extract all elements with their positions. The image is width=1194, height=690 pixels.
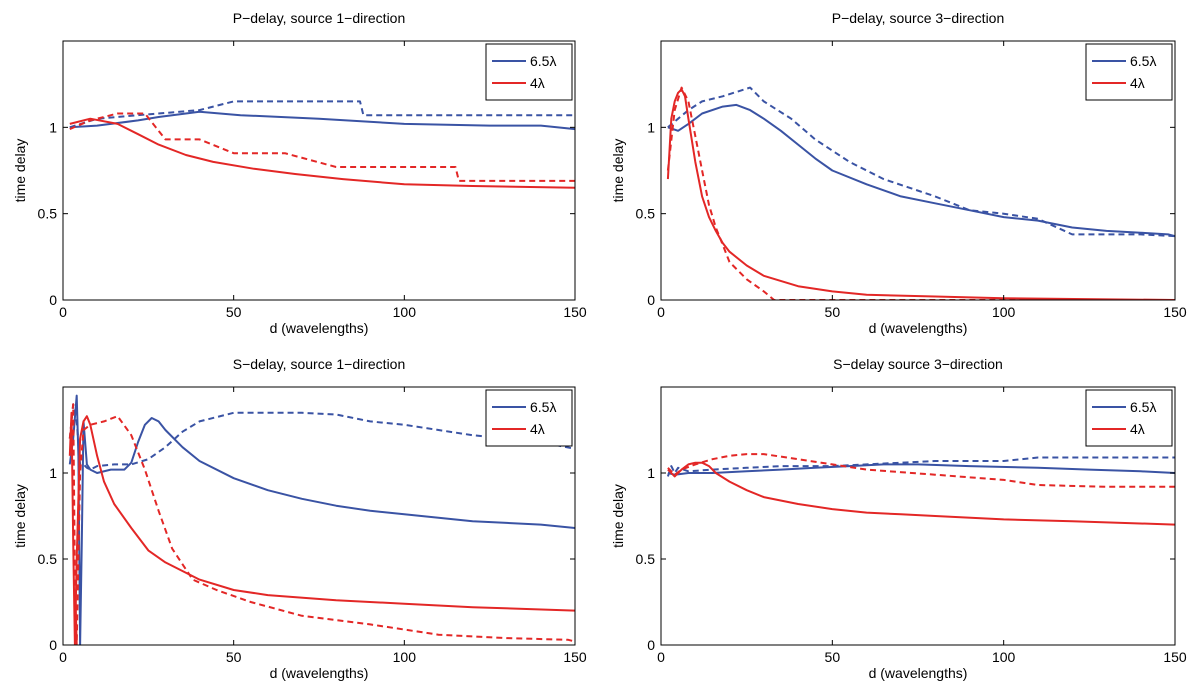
legend-box <box>485 43 573 101</box>
y-axis-label: time delay <box>12 484 28 548</box>
chart-title: P−delay, source 1−direction <box>233 10 406 26</box>
series-group <box>68 394 575 645</box>
x-axis-label: d (wavelengths) <box>869 320 968 336</box>
series-line-dashed-red <box>69 112 575 182</box>
x-axis-label: d (wavelengths) <box>270 665 369 681</box>
x-tick-label: 0 <box>657 649 665 665</box>
series-line-dashed-blue <box>666 456 1175 477</box>
series-line-dashed-red <box>666 86 1175 300</box>
series-line-solid-blue <box>667 463 1175 476</box>
axes-frame <box>660 40 1176 301</box>
y-tick-label: 0 <box>647 292 655 308</box>
series-line-solid-blue <box>68 394 575 645</box>
legend-label: 4λ <box>530 421 545 437</box>
y-tick-label: 0.5 <box>38 551 58 567</box>
series-group <box>666 453 1175 526</box>
x-tick-label: 150 <box>563 649 587 665</box>
series-group <box>666 86 1175 300</box>
chart-title: P−delay, source 3−direction <box>832 10 1005 26</box>
series-line-solid-red <box>666 88 1175 300</box>
x-tick-label: 150 <box>1163 649 1187 665</box>
y-tick-label: 0.5 <box>636 206 656 222</box>
y-tick-label: 1 <box>49 119 57 135</box>
series-line-solid-blue <box>69 110 575 131</box>
x-axis-label: d (wavelengths) <box>270 320 369 336</box>
y-tick-label: 0 <box>49 637 57 653</box>
legend: 6.5λ 4λ <box>1085 43 1173 101</box>
series-line-dashed-red <box>68 403 575 645</box>
legend: 6.5λ 4λ <box>1085 389 1173 447</box>
chart-title: S−delay source 3−direction <box>833 356 1003 372</box>
legend-label: 4λ <box>1130 421 1145 437</box>
series-group <box>69 100 575 189</box>
legend: 6.5λ 4λ <box>485 389 573 447</box>
legend-box <box>1085 389 1173 447</box>
y-tick-label: 1 <box>49 465 57 481</box>
y-tick-label: 0 <box>647 637 655 653</box>
subplot-3: 0 50 100 150 0 0.5 1 S−delay, source 1−directio… <box>12 356 587 681</box>
series-line-dashed-blue <box>69 100 575 129</box>
subplot-1: 0 50 100 150 0 0.5 1 P−delay, source 1−directio… <box>12 10 587 336</box>
legend-label: 4λ <box>530 75 545 91</box>
legend-label: 6.5λ <box>530 399 556 415</box>
x-tick-label: 100 <box>992 649 1016 665</box>
x-tick-label: 0 <box>59 304 67 320</box>
y-axis-label: time delay <box>610 484 626 548</box>
x-tick-label: 50 <box>825 304 841 320</box>
axes-frame <box>660 386 1176 646</box>
x-tick-label: 50 <box>825 649 841 665</box>
series-line-solid-red <box>69 117 575 189</box>
legend-box <box>1085 43 1173 101</box>
x-tick-label: 0 <box>657 304 665 320</box>
legend-box <box>485 389 573 447</box>
y-axis-label: time delay <box>12 139 28 203</box>
y-tick-label: 0.5 <box>636 551 656 567</box>
legend-label: 4λ <box>1130 75 1145 91</box>
x-tick-label: 50 <box>226 649 242 665</box>
x-tick-label: 0 <box>59 649 67 665</box>
series-line-solid-blue <box>667 103 1175 238</box>
axes-frame <box>62 40 576 301</box>
x-tick-label: 50 <box>226 304 242 320</box>
y-tick-label: 0 <box>49 292 57 308</box>
legend: 6.5λ 4λ <box>485 43 573 101</box>
legend-label: 6.5λ <box>1130 53 1156 69</box>
chart-title: S−delay, source 1−direction <box>233 356 406 372</box>
y-tick-label: 1 <box>647 119 655 135</box>
series-line-dashed-blue <box>68 403 575 471</box>
axes-frame <box>62 386 576 646</box>
y-axis-label: time delay <box>610 139 626 203</box>
x-axis-label: d (wavelengths) <box>869 665 968 681</box>
y-tick-label: 1 <box>647 465 655 481</box>
x-tick-label: 100 <box>992 304 1016 320</box>
legend-label: 6.5λ <box>530 53 556 69</box>
x-tick-label: 150 <box>563 304 587 320</box>
series-line-dashed-blue <box>667 86 1175 238</box>
subplot-4: 0 50 100 150 0 0.5 1 S−delay source 3−direction… <box>610 356 1187 681</box>
x-tick-label: 100 <box>393 649 417 665</box>
y-tick-label: 0.5 <box>38 206 58 222</box>
x-tick-label: 150 <box>1163 304 1187 320</box>
legend-label: 6.5λ <box>1130 399 1156 415</box>
series-line-dashed-red <box>667 453 1175 488</box>
subplot-2: 0 50 100 150 0 0.5 1 P−delay, source 3−directio… <box>610 10 1187 336</box>
x-tick-label: 100 <box>393 304 417 320</box>
series-line-solid-red <box>667 461 1175 526</box>
